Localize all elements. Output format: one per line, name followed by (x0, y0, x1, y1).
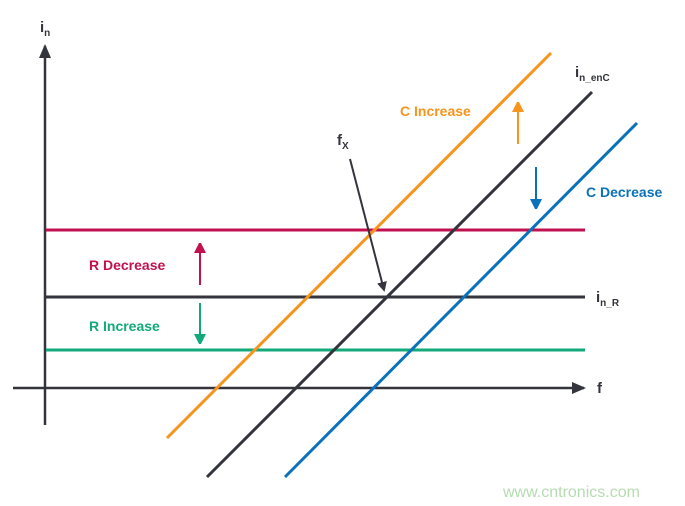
y-axis-label: in (40, 19, 50, 39)
in-enc-line (205, 90, 594, 479)
watermark: www.cntronics.com (502, 484, 640, 501)
fx-arrow (349, 158, 387, 292)
c-increase-label: C Increase (400, 103, 471, 119)
c-decrease-label: C Decrease (586, 184, 662, 200)
c-increase-line (165, 51, 553, 440)
x-axis-label: f (597, 380, 603, 397)
c-decrease-line (283, 121, 639, 479)
in-r-label: in_R (596, 289, 620, 309)
in-enc-label: in_enC (575, 64, 610, 84)
r-increase-label: R Increase (89, 318, 160, 334)
r-decrease-label: R Decrease (89, 257, 165, 273)
fx-label: fX (337, 132, 349, 152)
